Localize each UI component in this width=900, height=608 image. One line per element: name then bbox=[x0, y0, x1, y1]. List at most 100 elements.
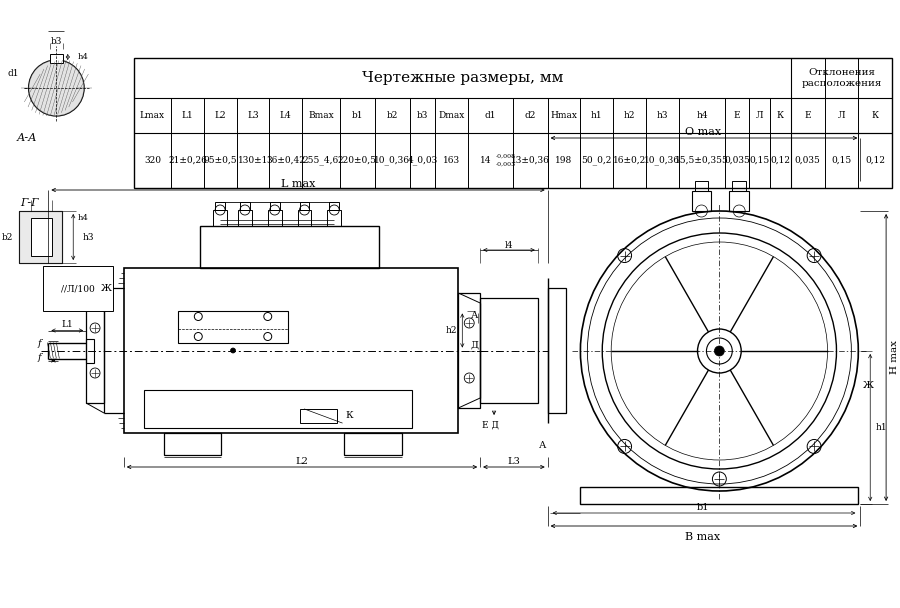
Bar bbox=[298, 210, 311, 226]
Bar bbox=[178, 311, 288, 342]
Bar bbox=[344, 433, 401, 455]
Text: Отклонения
расположения: Отклонения расположения bbox=[801, 68, 882, 88]
Text: 320: 320 bbox=[144, 156, 161, 165]
Text: Ж: Ж bbox=[863, 381, 874, 390]
Text: d1: d1 bbox=[484, 111, 496, 120]
Bar bbox=[215, 202, 225, 210]
Text: Д: Д bbox=[470, 341, 478, 350]
Text: К: К bbox=[346, 412, 353, 421]
Text: b1: b1 bbox=[697, 503, 709, 513]
Text: 0,15: 0,15 bbox=[832, 156, 851, 165]
Text: d1: d1 bbox=[7, 69, 19, 77]
Bar bbox=[134, 58, 892, 188]
Text: Е Д: Е Д bbox=[482, 421, 499, 429]
Text: 13±0,36: 13±0,36 bbox=[510, 156, 550, 165]
Text: h4: h4 bbox=[697, 111, 707, 120]
Text: -0,003: -0,003 bbox=[495, 162, 516, 167]
Bar bbox=[19, 211, 62, 263]
Text: 0,12: 0,12 bbox=[770, 156, 790, 165]
Bar bbox=[238, 210, 252, 226]
Bar bbox=[86, 339, 94, 362]
Bar bbox=[729, 191, 749, 211]
Text: 0,15: 0,15 bbox=[749, 156, 770, 165]
Bar bbox=[240, 202, 250, 210]
Text: E: E bbox=[805, 111, 811, 120]
Bar bbox=[733, 181, 746, 191]
Text: B max: B max bbox=[686, 532, 721, 542]
Bar bbox=[270, 202, 280, 210]
Text: L max: L max bbox=[281, 179, 315, 189]
Text: b3: b3 bbox=[50, 36, 62, 46]
Bar bbox=[458, 293, 481, 408]
Bar bbox=[144, 390, 411, 428]
Text: //Л/100: //Л/100 bbox=[61, 284, 95, 293]
Text: 198: 198 bbox=[555, 156, 572, 165]
Text: h1: h1 bbox=[875, 423, 886, 432]
Text: h2: h2 bbox=[624, 111, 635, 120]
Text: d2: d2 bbox=[525, 111, 535, 120]
Bar bbox=[268, 210, 282, 226]
Text: Ж: Ж bbox=[101, 284, 112, 293]
Text: А: А bbox=[539, 441, 546, 449]
Text: b3: b3 bbox=[417, 111, 428, 120]
Text: b2: b2 bbox=[1, 232, 13, 241]
Text: Л: Л bbox=[755, 111, 763, 120]
Text: l4: l4 bbox=[505, 241, 513, 249]
Text: 10_0,36: 10_0,36 bbox=[374, 156, 410, 165]
Text: 0,035: 0,035 bbox=[795, 156, 821, 165]
Text: Г-Г: Г-Г bbox=[21, 198, 39, 208]
Text: L2: L2 bbox=[214, 111, 226, 120]
Text: 14: 14 bbox=[480, 156, 491, 165]
Text: L4: L4 bbox=[280, 111, 292, 120]
Text: 0,035: 0,035 bbox=[724, 156, 750, 165]
Text: b1: b1 bbox=[351, 111, 363, 120]
Bar bbox=[31, 218, 52, 256]
Text: К: К bbox=[777, 111, 784, 120]
Text: 10_0,36: 10_0,36 bbox=[644, 156, 680, 165]
Text: L1: L1 bbox=[61, 320, 73, 329]
Text: Л: Л bbox=[838, 111, 845, 120]
Text: -0,008: -0,008 bbox=[495, 154, 516, 159]
Text: h4: h4 bbox=[77, 53, 88, 61]
Circle shape bbox=[715, 346, 724, 356]
Text: L2: L2 bbox=[295, 457, 309, 466]
Text: h3: h3 bbox=[656, 111, 668, 120]
Bar bbox=[19, 211, 62, 263]
Text: 95±0,5: 95±0,5 bbox=[203, 156, 237, 165]
Bar bbox=[481, 298, 537, 403]
Text: L1: L1 bbox=[182, 111, 194, 120]
Bar bbox=[328, 210, 341, 226]
Text: 36±0,42: 36±0,42 bbox=[266, 156, 305, 165]
Bar bbox=[50, 54, 63, 63]
Text: А: А bbox=[471, 311, 478, 320]
Bar bbox=[164, 433, 221, 455]
Text: Bmax: Bmax bbox=[308, 111, 334, 120]
Bar bbox=[691, 191, 711, 211]
Text: Dmax: Dmax bbox=[438, 111, 465, 120]
Bar bbox=[213, 210, 227, 226]
Bar bbox=[300, 409, 338, 423]
Text: h3: h3 bbox=[82, 232, 94, 241]
Text: К: К bbox=[872, 111, 878, 120]
Bar bbox=[329, 202, 339, 210]
Text: 21±0,26: 21±0,26 bbox=[168, 156, 207, 165]
Text: h4: h4 bbox=[78, 214, 89, 222]
Circle shape bbox=[29, 60, 84, 116]
Text: 15,5±0,355: 15,5±0,355 bbox=[675, 156, 729, 165]
Bar bbox=[580, 487, 859, 504]
Bar bbox=[695, 181, 708, 191]
Text: h1: h1 bbox=[591, 111, 603, 120]
Text: Hmax: Hmax bbox=[551, 111, 578, 120]
Text: Lmax: Lmax bbox=[140, 111, 165, 120]
Text: h2: h2 bbox=[446, 326, 457, 335]
Text: L3: L3 bbox=[248, 111, 259, 120]
Bar bbox=[124, 268, 458, 433]
Text: 163: 163 bbox=[443, 156, 460, 165]
Bar bbox=[300, 202, 310, 210]
Text: А-А: А-А bbox=[17, 133, 37, 143]
Circle shape bbox=[230, 348, 236, 353]
Text: O max: O max bbox=[685, 127, 721, 137]
Text: H max: H max bbox=[889, 340, 898, 375]
Text: 130±1: 130±1 bbox=[238, 156, 268, 165]
Bar bbox=[86, 298, 104, 403]
